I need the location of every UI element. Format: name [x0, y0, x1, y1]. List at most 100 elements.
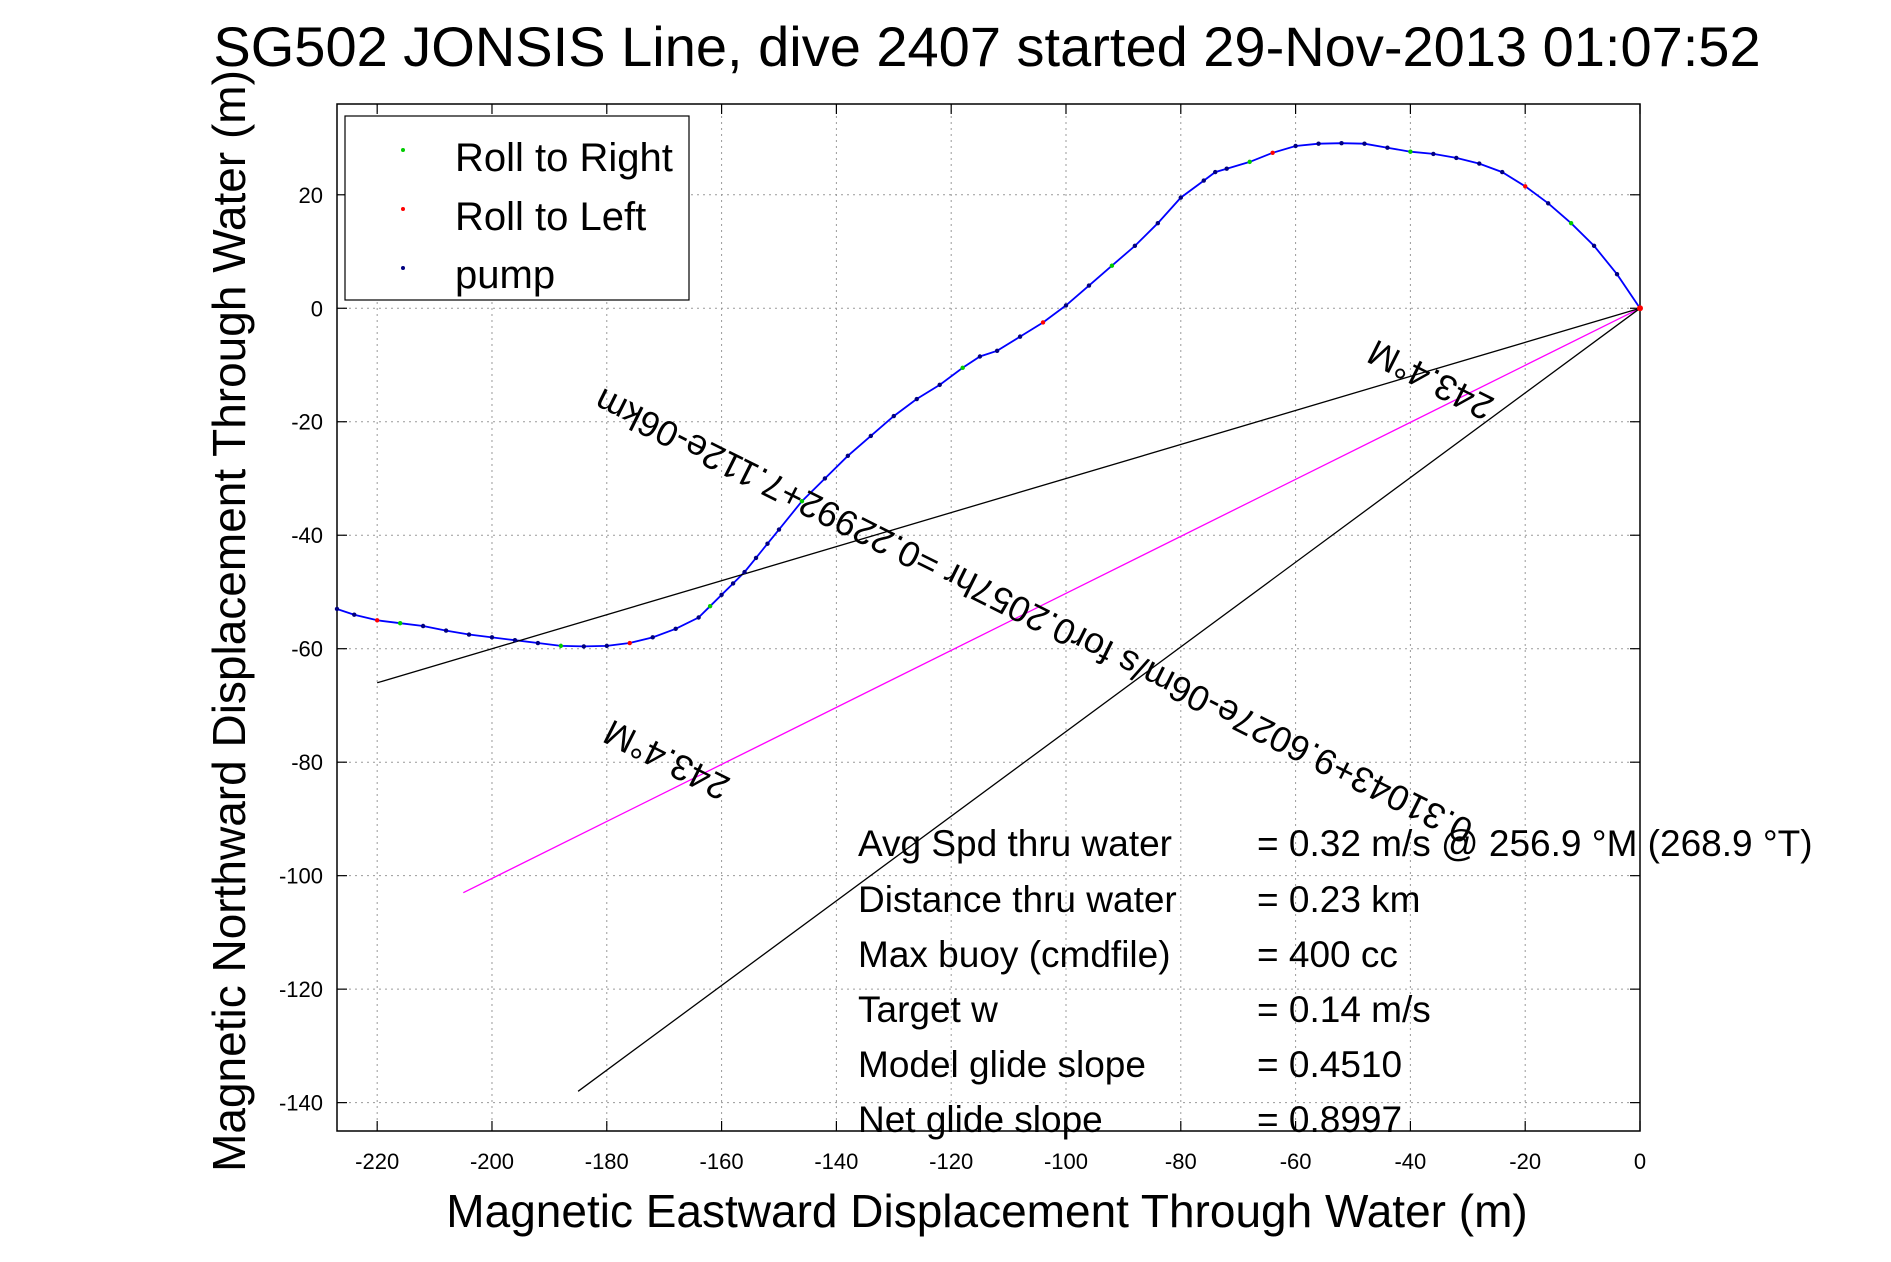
track-point	[822, 476, 828, 481]
track-point	[1522, 184, 1528, 189]
reference-line-1-series	[377, 307, 1641, 684]
y-tick-label: -20	[291, 410, 323, 435]
track-point	[937, 382, 942, 388]
x-tick-label: -20	[1509, 1149, 1541, 1174]
annotation-value-net-glide: = 0.8997	[1257, 1099, 1402, 1140]
track-point	[1362, 141, 1367, 146]
y-tick-label: -100	[279, 864, 323, 889]
track-point	[352, 612, 357, 617]
track-point	[1454, 155, 1459, 161]
track-point	[334, 606, 340, 612]
x-tick-label: -140	[814, 1149, 858, 1174]
track-point	[1614, 272, 1620, 277]
track-point	[1408, 149, 1413, 154]
track-point	[977, 354, 983, 359]
track-point	[1477, 161, 1482, 166]
track-point	[1063, 303, 1069, 308]
track-point	[799, 498, 805, 504]
annotation-value-target-w: = 0.14 m/s	[1257, 989, 1431, 1030]
y-tick-label: -80	[291, 750, 323, 775]
track-point	[1132, 243, 1138, 249]
y-tick-label: 0	[311, 296, 323, 321]
annotation-value-avg-spd: = 0.32 m/s @ 256.9 °M (268.9 °T)	[1257, 823, 1813, 864]
track-point	[420, 623, 426, 629]
x-tick-label: -40	[1394, 1149, 1426, 1174]
track-point	[1568, 220, 1574, 226]
chart-title: SG502 JONSIS Line, dive 2407 started 29-…	[213, 15, 1760, 78]
track-point	[1591, 243, 1597, 249]
track-point	[581, 644, 587, 649]
track-point	[1431, 151, 1436, 157]
x-tick-label: -100	[1044, 1149, 1088, 1174]
legend: Roll to Right Roll to Left pump	[344, 115, 690, 301]
track-point	[1247, 159, 1252, 165]
track-point	[1086, 283, 1092, 288]
track-point	[914, 396, 919, 402]
track-point	[374, 618, 380, 623]
track-point	[1109, 263, 1115, 268]
track-point	[466, 632, 472, 637]
track-point	[650, 635, 655, 640]
track-point	[707, 603, 713, 609]
track-point	[753, 555, 759, 561]
y-tick-label: -60	[291, 637, 323, 662]
y-tick-label: -140	[279, 1091, 323, 1116]
track-point	[1270, 150, 1275, 155]
x-tick-label: -180	[585, 1149, 629, 1174]
track-markers	[334, 140, 1643, 649]
track-point	[604, 643, 609, 649]
x-tick-label: -220	[355, 1149, 399, 1174]
annotations: Avg Spd thru water = 0.32 m/s @ 256.9 °M…	[858, 823, 1813, 1140]
reference-line-2-series	[577, 307, 1641, 1092]
x-tick-label: -160	[700, 1149, 744, 1174]
annotation-label-net-glide: Net glide slope	[858, 1099, 1103, 1140]
track-point	[558, 643, 564, 649]
legend-marker-roll-left	[401, 207, 405, 211]
bearing-line-series	[463, 307, 1641, 894]
tick-labels: -220 -20 0 -180 -160 -140 -120 -100 -80 -60 -40 -20…	[279, 104, 1646, 1174]
y-tick-label: -40	[291, 523, 323, 548]
track-point	[1040, 320, 1046, 325]
track-point	[512, 637, 518, 643]
x-axis-label: Magnetic Eastward Displacement Through W…	[446, 1185, 1527, 1237]
track-point	[1224, 166, 1229, 171]
track-point	[765, 541, 770, 546]
track-point	[742, 569, 747, 575]
legend-label-pump: pump	[455, 253, 555, 297]
track-point	[868, 433, 874, 439]
track-point	[1178, 195, 1183, 200]
annotation-value-max-buoy: = 400 cc	[1257, 934, 1398, 975]
track-point	[1213, 169, 1218, 175]
x-tick-label: -60	[1280, 1149, 1312, 1174]
x-tick-label: -120	[929, 1149, 973, 1174]
track-point	[1201, 178, 1206, 183]
track-point	[845, 453, 851, 458]
annotation-label-model-glide: Model glide slope	[858, 1044, 1146, 1085]
legend-label-roll-right: Roll to Right	[455, 136, 673, 180]
track-point	[994, 348, 1000, 354]
track-point	[696, 615, 701, 620]
legend-marker-pump	[401, 266, 405, 270]
y-tick-label: -120	[279, 977, 323, 1002]
annotation-label-avg-spd: Avg Spd thru water	[858, 823, 1172, 864]
track-point	[1293, 143, 1298, 149]
y-axis-label: Magnetic Northward Displacement Through …	[203, 70, 255, 1172]
track-point	[673, 626, 678, 632]
track-point	[891, 413, 896, 419]
track-point	[1017, 334, 1023, 339]
x-tick-label: -80	[1165, 1149, 1197, 1174]
track-point	[443, 628, 449, 633]
track-point	[489, 635, 495, 640]
track-point	[1545, 201, 1551, 206]
track-point	[535, 640, 541, 646]
legend-label-roll-left: Roll to Left	[455, 195, 646, 239]
track-point	[960, 365, 965, 371]
track-point	[1339, 140, 1344, 146]
annotation-value-model-glide: = 0.4510	[1257, 1044, 1402, 1085]
track-point	[1500, 169, 1505, 175]
track-point	[1316, 141, 1321, 146]
track-point	[719, 592, 724, 598]
track-point	[627, 640, 632, 646]
